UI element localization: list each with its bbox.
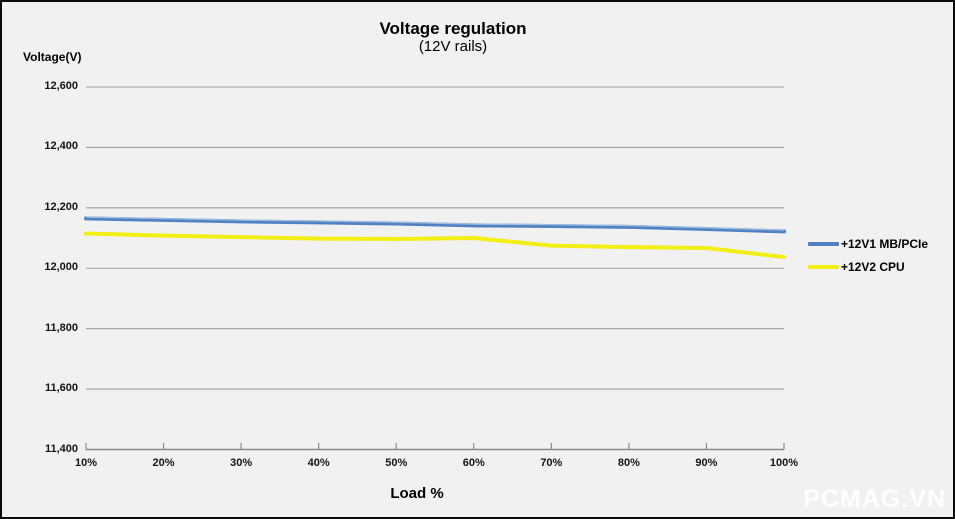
y-axis-title: Voltage(V) <box>23 50 82 64</box>
x-tick-label: 90% <box>695 457 718 469</box>
x-axis-title: Load % <box>390 485 444 502</box>
y-tick-label: 12,200 <box>44 200 78 213</box>
series-line-0 <box>84 216 786 234</box>
x-tick-label: 40% <box>307 457 330 469</box>
y-tick-label: 11,600 <box>44 382 78 395</box>
legend-item-12v2: +12V2 CPU <box>808 260 928 274</box>
legend: +12V1 MB/PCIe +12V2 CPU <box>808 237 928 274</box>
x-tick-label: 20% <box>152 457 175 469</box>
chart-title: Voltage regulation <box>379 19 527 38</box>
legend-label-12v1: +12V1 MB/PCIe <box>841 237 929 251</box>
y-tick-label: 12,000 <box>44 261 78 274</box>
x-tick-label: 70% <box>540 457 563 469</box>
y-tick-label: 12,400 <box>44 140 78 153</box>
chart-subtitle: (12V rails) <box>418 38 488 55</box>
x-tick-label: 80% <box>617 457 640 469</box>
x-tick-label: 10% <box>74 457 98 469</box>
series-line-highlight-0 <box>85 216 785 231</box>
y-tick-label: 11,400 <box>44 442 78 455</box>
x-tick-label: 50% <box>385 457 408 469</box>
y-tick-label: 12,600 <box>44 80 78 92</box>
series-line-1 <box>84 231 786 260</box>
legend-label-12v2: +12V2 CPU <box>841 260 905 274</box>
legend-item-12v1: +12V1 MB/PCIe <box>808 237 928 251</box>
y-tick-label: 11,800 <box>44 321 78 334</box>
x-tick-label: 60% <box>462 457 485 469</box>
legend-line-swatch-12v2 <box>808 265 839 269</box>
x-tick-label: 100% <box>769 457 799 469</box>
x-tick-label: 30% <box>230 457 253 469</box>
legend-line-swatch-12v1 <box>808 242 839 246</box>
watermark: PCMAG.VN <box>803 485 946 513</box>
